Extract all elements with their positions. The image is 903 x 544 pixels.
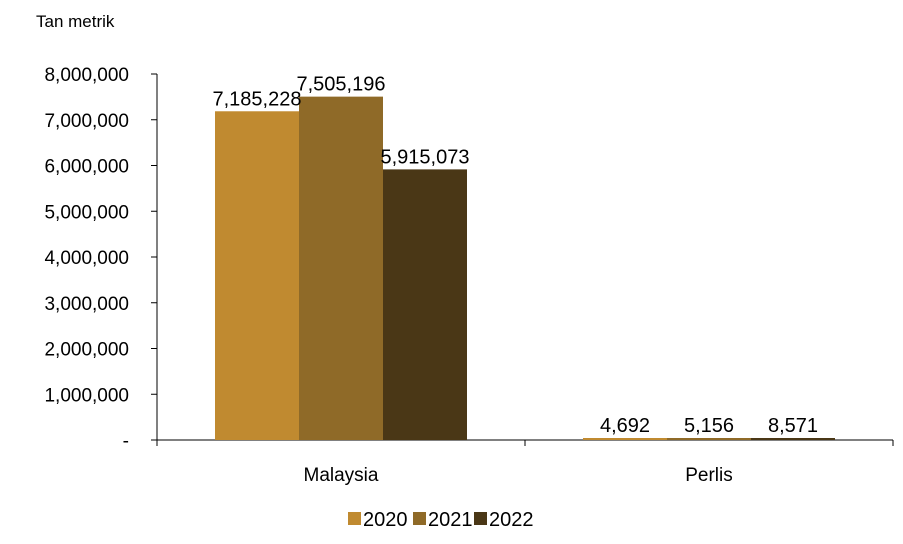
legend-swatch [348, 512, 361, 525]
bar [667, 438, 751, 440]
y-tick-label: 6,000,000 [44, 157, 129, 178]
data-label: 5,915,073 [381, 146, 470, 168]
y-tick-label: 7,000,000 [44, 111, 129, 132]
data-label: 8,571 [768, 415, 818, 437]
y-tick-label: - [123, 431, 129, 452]
legend-swatch [474, 512, 487, 525]
y-tick-label: 1,000,000 [44, 385, 129, 406]
unit-label: Tan metrik [36, 12, 115, 31]
legend-label: 2020 [363, 509, 408, 531]
x-category-label: Perlis [685, 465, 733, 486]
y-tick-label: 5,000,000 [44, 202, 129, 223]
y-tick-label: 2,000,000 [44, 340, 129, 361]
axes: - 1,000,000 2,000,000 3,000,000 4,000,000 5,0… [44, 65, 894, 486]
y-tick-label: 4,000,000 [44, 248, 129, 269]
bar [751, 438, 835, 440]
bar [299, 96, 383, 441]
bar [215, 111, 299, 440]
legend-swatch [413, 512, 426, 525]
data-label: 7,185,228 [213, 88, 302, 110]
y-tick-label: 3,000,000 [44, 294, 129, 315]
y-tick-label: 8,000,000 [44, 65, 129, 86]
legend: 2020 2021 2022 [348, 509, 534, 531]
x-category-label: Malaysia [304, 465, 379, 486]
data-label: 5,156 [684, 415, 734, 437]
bar [583, 438, 667, 440]
data-label: 7,505,196 [297, 74, 386, 96]
bar [383, 169, 467, 440]
bars [215, 96, 835, 441]
legend-label: 2021 [428, 509, 473, 531]
data-label: 4,692 [600, 415, 650, 437]
legend-label: 2022 [489, 509, 534, 531]
